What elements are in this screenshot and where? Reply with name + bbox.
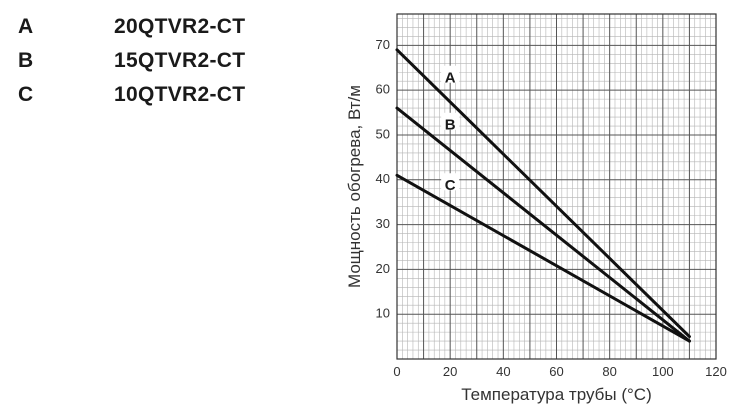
legend-row-c: C 10QTVR2-CT [18,78,245,112]
y-tick-label: 10 [376,306,390,321]
y-tick-label: 50 [376,126,390,141]
curve-label: B [445,117,456,134]
curve-label: A [445,70,456,87]
curve-b [395,106,691,343]
legend-model: 10QTVR2-CT [114,83,246,106]
y-axis-title: Мощность обогрева, Вт/м [345,85,364,288]
y-tick-label: 20 [376,261,390,276]
plot-border [396,13,717,360]
y-tick-label: 30 [376,216,390,231]
x-tick-label: 100 [652,364,674,379]
legend: A 20QTVR2-CT B 15QTVR2-CT C 10QTVR2-CT [18,10,245,112]
tick-labels: 0 20 40 60 80 100 120 10 20 30 40 50 60 70 [376,37,727,379]
x-axis-title: Температура трубы (°C) [461,385,652,404]
legend-key: B [18,49,34,72]
plot-frame [396,13,717,360]
legend-row-a: A 20QTVR2-CT [18,10,245,44]
curve-label-bg [441,65,460,83]
legend-key: A [18,15,34,38]
y-tick-label: 70 [376,37,390,52]
x-tick-label: 60 [549,364,563,379]
x-tick-label: 120 [705,364,727,379]
curve-c [395,173,691,343]
x-tick-label: 20 [443,364,457,379]
y-tick-label: 40 [376,171,390,186]
legend-model: 20QTVR2-CT [114,15,246,38]
legend-model: 15QTVR2-CT [114,49,246,72]
curve-labels: A B C [441,65,460,194]
curve-label: C [445,177,456,194]
legend-row-b: B 15QTVR2-CT [18,44,245,78]
x-tick-label: 40 [496,364,510,379]
y-tick-label: 60 [376,82,390,97]
curve-label-bg [441,173,460,191]
curves [395,48,691,343]
x-tick-label: 0 [393,364,400,379]
x-tick-label: 80 [602,364,616,379]
legend-key: C [18,83,34,106]
curve-a [395,48,691,339]
curve-label-bg [441,112,460,130]
